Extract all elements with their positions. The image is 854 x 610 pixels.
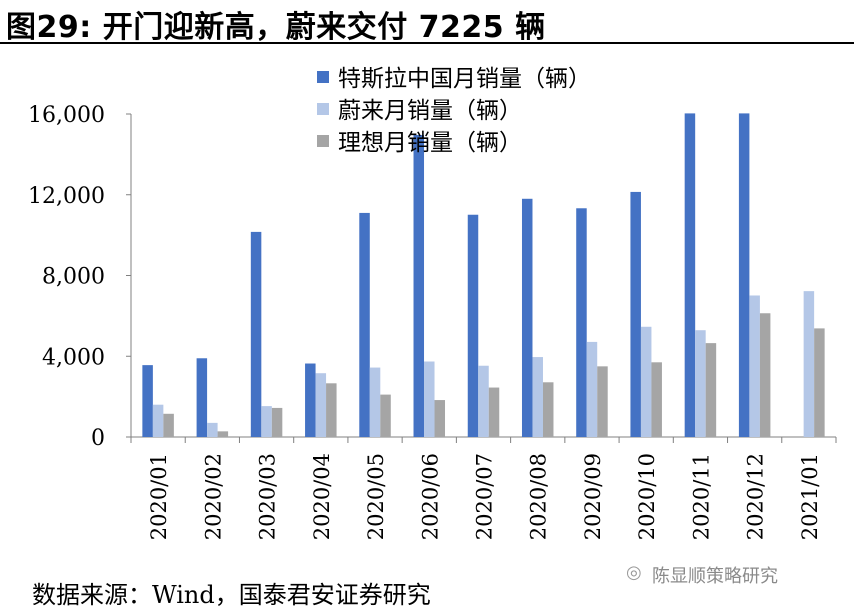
x-tick-label: 2020/12 (744, 453, 768, 540)
bar-2 (261, 406, 272, 437)
bar-3 (759, 313, 771, 437)
bar-3 (488, 387, 500, 437)
x-tick-label: 2021/01 (798, 453, 822, 540)
bar-1 (359, 212, 370, 437)
x-tick-label: 2020/06 (418, 453, 442, 540)
legend-label: 特斯拉中国月销量（辆） (338, 66, 591, 92)
bar-3 (163, 413, 174, 437)
x-tick-label: 2020/04 (310, 453, 334, 540)
x-tick-label: 2020/05 (364, 453, 388, 540)
title-divider (0, 42, 854, 44)
bar-3 (380, 394, 391, 437)
bar-3 (217, 431, 229, 437)
bar-3 (271, 407, 283, 437)
x-tick-label: 2020/10 (635, 453, 659, 540)
bar-2 (640, 326, 652, 437)
bar-1 (305, 363, 316, 437)
bar-2 (207, 422, 218, 437)
x-tick-label: 2020/01 (147, 453, 171, 540)
bar-3 (326, 383, 337, 437)
bar-3 (705, 343, 717, 437)
bar-2 (749, 295, 760, 437)
bar-2 (586, 341, 598, 437)
y-tick-label: 4,000 (42, 345, 105, 370)
bar-1 (630, 191, 641, 437)
bar-1 (413, 134, 425, 437)
wechat-icon: ◎ (626, 562, 642, 583)
bar-1 (142, 365, 153, 437)
y-tick-label: 16,000 (28, 103, 105, 128)
bar-2 (478, 365, 489, 437)
watermark: 陈显顺策略研究 (652, 566, 778, 587)
legend-swatch (317, 103, 329, 115)
bar-2 (152, 404, 164, 437)
bar-2 (532, 357, 543, 437)
bar-1 (684, 113, 696, 437)
bar-2 (315, 373, 327, 437)
bar-2 (695, 330, 706, 437)
source-note: 数据来源：Wind，国泰君安证券研究 (32, 581, 431, 609)
legend-label: 理想月销量（辆） (338, 130, 522, 156)
x-tick-label: 2020/09 (581, 453, 605, 540)
bar-1 (576, 208, 587, 437)
bar-3 (597, 366, 608, 437)
bar-3 (651, 362, 662, 437)
bar-1 (196, 358, 208, 437)
bar-3 (434, 400, 446, 437)
x-tick-label: 2020/07 (473, 453, 497, 540)
bar-1 (521, 198, 533, 437)
bar-3 (542, 382, 554, 437)
legend-label: 蔚来月销量（辆） (338, 98, 522, 124)
x-tick-label: 2020/08 (527, 453, 551, 540)
x-tick-label: 2020/11 (689, 453, 713, 540)
y-tick-label: 0 (91, 426, 105, 451)
bar-1 (738, 113, 750, 437)
bar-2 (803, 291, 815, 437)
x-tick-label: 2020/02 (201, 453, 225, 540)
bar-2 (424, 361, 435, 437)
bar-3 (814, 328, 825, 437)
y-tick-label: 8,000 (42, 265, 105, 290)
figure-title: 图29: 开门迎新高，蔚来交付 7225 辆 (6, 10, 546, 45)
legend-swatch (317, 135, 329, 147)
y-tick-label: 12,000 (28, 184, 105, 209)
bar-1 (250, 231, 262, 437)
bar-2 (369, 367, 381, 437)
x-tick-label: 2020/03 (256, 453, 280, 540)
legend-swatch (317, 71, 329, 83)
bar-1 (467, 214, 479, 437)
